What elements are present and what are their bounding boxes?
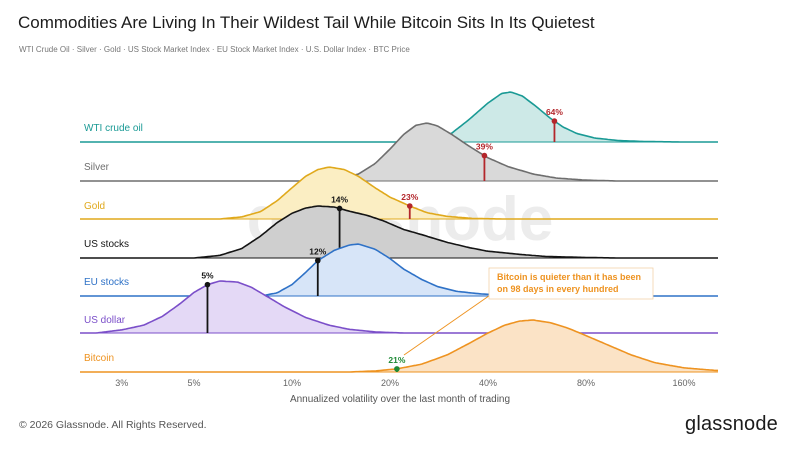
ridges-group: WTI crude oil 64% Silver 39% Gold 23% US stock…: [80, 91, 718, 373]
gold-marker-label: 23%: [401, 192, 418, 202]
chart-subtitle: WTI Crude Oil · Silver · Gold · US Stock…: [19, 45, 410, 54]
copyright-footer: © 2026 Glassnode. All Rights Reserved.: [19, 419, 207, 431]
gold-marker-dot: [406, 203, 413, 209]
bitcoin-area: [80, 320, 718, 372]
x-tick-label: 10%: [283, 378, 301, 388]
us-dollar-label: US dollar: [84, 315, 126, 326]
x-tick-label: 160%: [672, 378, 695, 388]
us-stocks-marker-dot: [336, 205, 343, 212]
bitcoin-label: Bitcoin: [84, 353, 114, 364]
us-dollar-marker-label: 5%: [201, 271, 214, 281]
wti-crude-oil-label: WTI crude oil: [84, 123, 143, 134]
silver-area: [80, 123, 718, 181]
callout-text: Bitcoin is quieter than it has been on 9…: [497, 272, 644, 294]
x-tick-label: 80%: [577, 378, 595, 388]
us-stocks-marker-label: 14%: [331, 194, 348, 204]
gold-label: Gold: [84, 201, 105, 212]
bitcoin-marker-label: 21%: [388, 355, 405, 365]
eu-stocks-area: [80, 244, 718, 296]
silver-marker-label: 39%: [476, 142, 493, 152]
callout-line-1: Bitcoin is quieter than it has been: [497, 272, 641, 282]
us-stocks-area: [80, 206, 718, 258]
us-dollar-marker-dot: [204, 281, 211, 288]
callout-group: Bitcoin is quieter than it has been on 9…: [403, 267, 654, 356]
gold-area: [80, 167, 718, 219]
chart-title: Commodities Are Living In Their Wildest …: [18, 13, 595, 32]
x-tick-label: 3%: [115, 378, 128, 388]
callout-line-2: on 98 days in every hundred: [497, 284, 619, 294]
eu-stocks-label: EU stocks: [84, 277, 129, 288]
x-tick-label: 20%: [381, 378, 399, 388]
callout-leader-line: [403, 290, 497, 356]
wti-crude-oil-curve: [80, 91, 718, 143]
wti-crude-oil-marker-label: 64%: [546, 107, 563, 117]
us-dollar-area: [80, 281, 718, 333]
x-axis: 3% 5% 10% 20% 40% 80% 160% Annualized volatilit…: [115, 378, 695, 405]
eu-stocks-marker-label: 12%: [309, 247, 326, 257]
wti-crude-oil-area: [80, 92, 718, 142]
wti-crude-oil-marker-dot: [551, 118, 558, 124]
x-axis-title: Annualized volatility over the last mont…: [290, 394, 510, 405]
bitcoin-marker-dot: [394, 366, 400, 372]
glassnode-logo: glassnode: [685, 413, 778, 435]
eu-stocks-marker-dot: [314, 257, 321, 264]
silver-marker-dot: [481, 152, 488, 159]
us-stocks-label: US stocks: [84, 239, 129, 250]
silver-label: Silver: [84, 162, 110, 173]
x-tick-label: 5%: [187, 378, 200, 388]
callout-box: [488, 267, 654, 300]
x-tick-label: 40%: [479, 378, 497, 388]
